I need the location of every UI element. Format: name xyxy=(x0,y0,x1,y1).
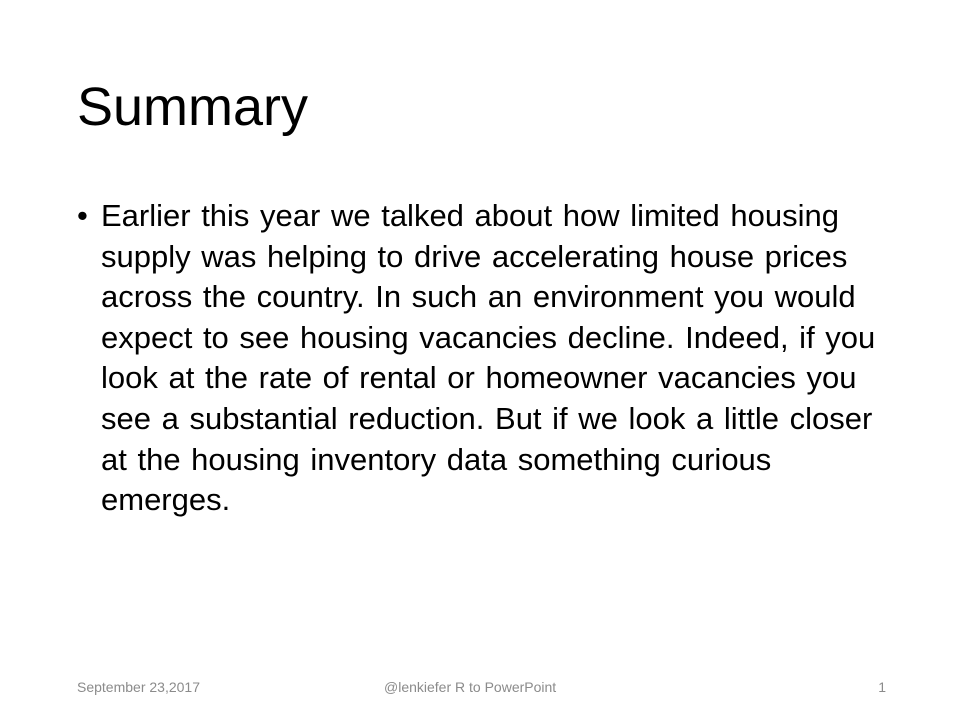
bullet-text: Earlier this year we talked about how li… xyxy=(101,198,876,518)
footer-date: September 23,2017 xyxy=(77,679,200,695)
bullet-list: • Earlier this year we talked about how … xyxy=(77,196,892,521)
bullet-item: • Earlier this year we talked about how … xyxy=(77,196,892,521)
bullet-marker: • xyxy=(77,198,88,233)
slide-title: Summary xyxy=(77,77,309,137)
footer-page-number: 1 xyxy=(878,679,886,695)
footer-center-text: @lenkiefer R to PowerPoint xyxy=(384,679,557,695)
